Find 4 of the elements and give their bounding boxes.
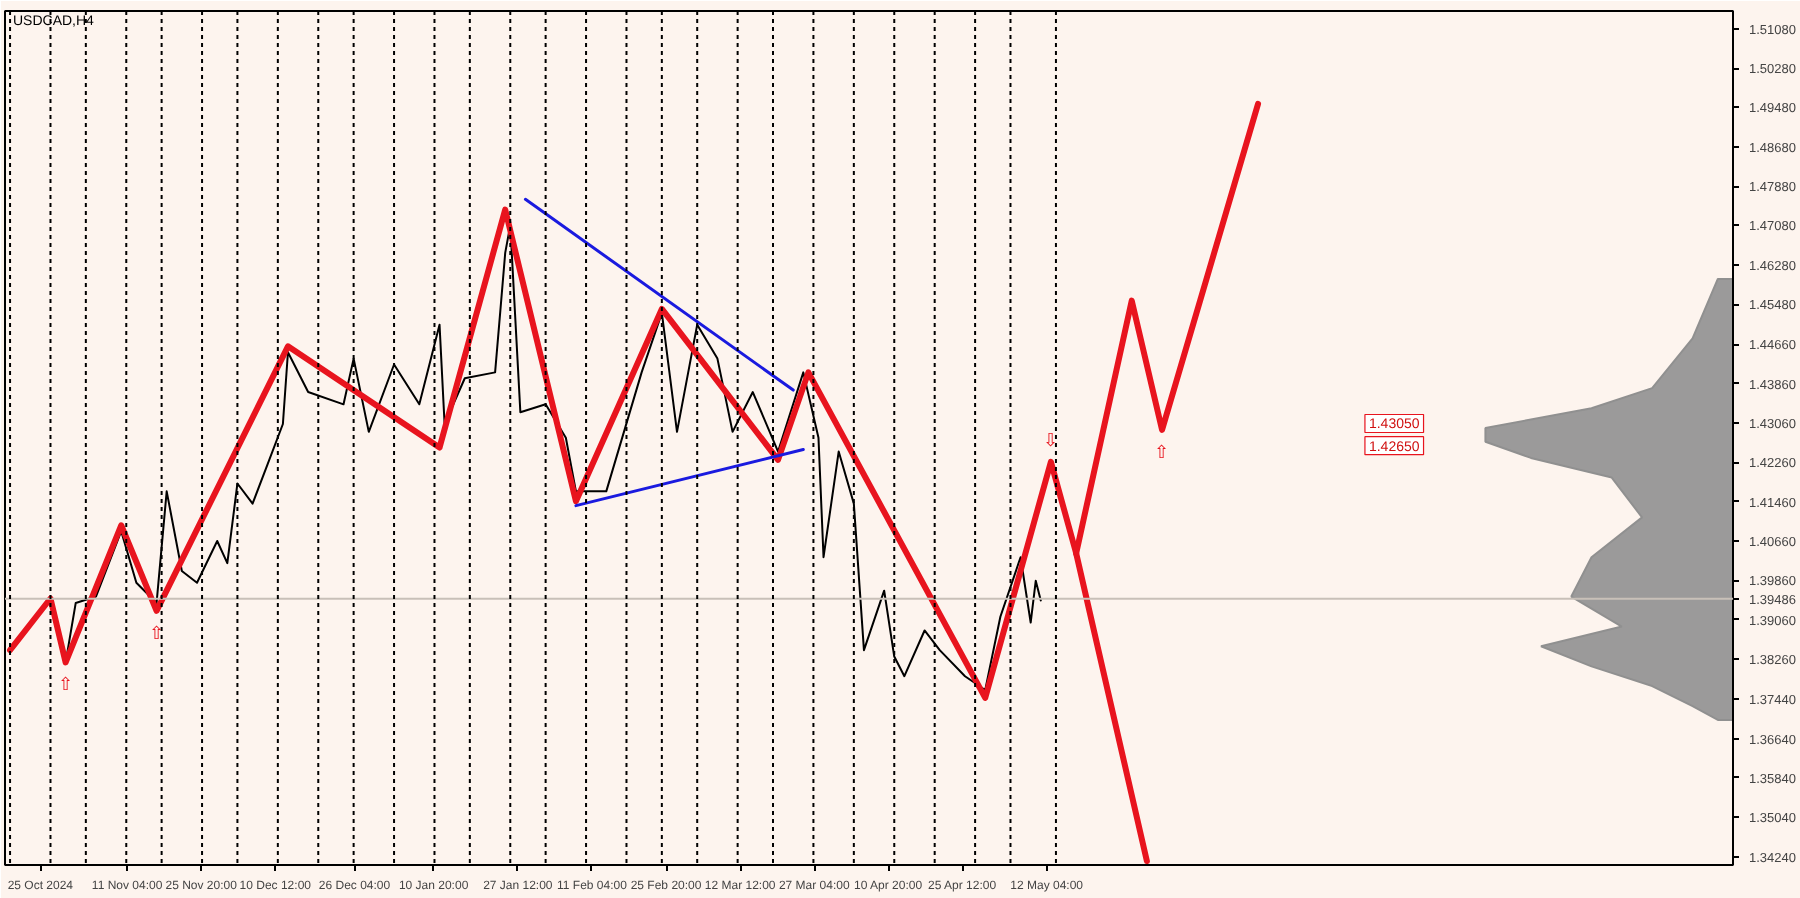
annotation: ⇧: [57, 674, 74, 695]
annotation: ⇧: [1154, 441, 1171, 462]
annotation: ⇧: [148, 622, 165, 643]
annotation: ⇩: [1042, 429, 1059, 450]
